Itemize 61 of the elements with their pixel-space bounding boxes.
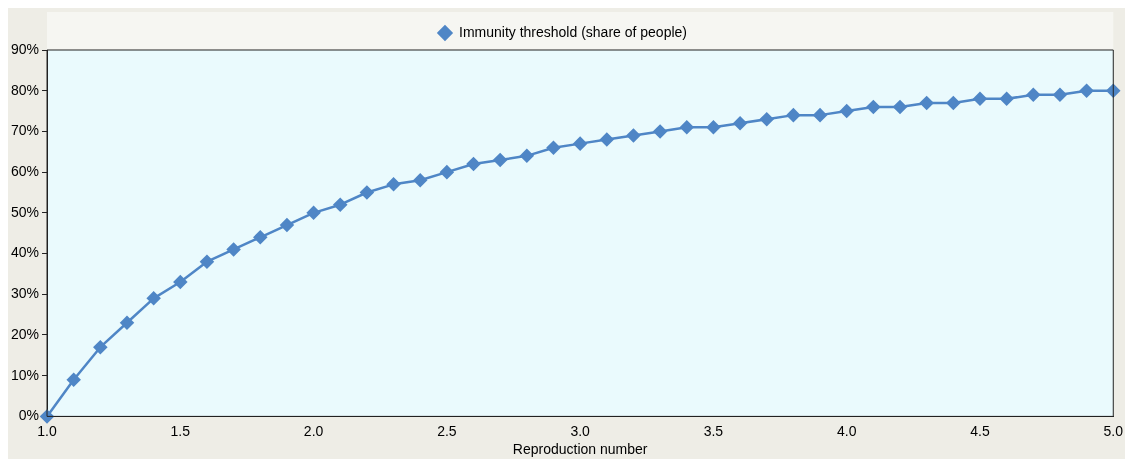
point bbox=[466, 157, 481, 171]
point bbox=[253, 230, 268, 245]
point bbox=[946, 96, 961, 110]
point bbox=[413, 173, 427, 188]
point bbox=[839, 104, 854, 118]
point bbox=[866, 100, 881, 114]
point bbox=[493, 153, 507, 167]
point bbox=[573, 136, 587, 151]
point bbox=[226, 242, 241, 257]
x-tick-label: 4.0 bbox=[836, 422, 857, 439]
point bbox=[813, 108, 827, 122]
point bbox=[1053, 88, 1067, 102]
x-tick-label: 1.5 bbox=[170, 422, 191, 439]
y-tick-label: 40% bbox=[10, 244, 40, 261]
point bbox=[360, 185, 374, 200]
point bbox=[173, 275, 188, 289]
point bbox=[919, 96, 934, 110]
point bbox=[1079, 83, 1094, 98]
point bbox=[1106, 83, 1121, 98]
point bbox=[93, 340, 108, 354]
point bbox=[333, 197, 347, 212]
y-tick-label: 60% bbox=[10, 162, 40, 179]
point bbox=[386, 177, 401, 192]
point bbox=[120, 316, 134, 330]
point bbox=[280, 218, 294, 232]
y-tick-label: 30% bbox=[10, 285, 40, 302]
x-tick-label: 5.0 bbox=[1103, 422, 1124, 439]
point bbox=[546, 140, 561, 155]
point bbox=[1026, 88, 1041, 102]
point bbox=[200, 254, 214, 269]
point bbox=[146, 291, 161, 306]
y-tick-label: 10% bbox=[10, 366, 40, 383]
x-tick-label: 2.0 bbox=[303, 422, 324, 439]
point bbox=[973, 92, 987, 106]
y-tick-label: 20% bbox=[10, 325, 40, 342]
y-tick-label: 50% bbox=[10, 203, 40, 220]
x-tick-label: 3.5 bbox=[703, 422, 724, 439]
point bbox=[893, 100, 907, 114]
point bbox=[680, 120, 694, 135]
y-tick-label: 70% bbox=[10, 122, 40, 139]
point bbox=[999, 92, 1014, 106]
point bbox=[653, 124, 667, 139]
legend-label: Immunity threshold (share of people) bbox=[459, 23, 687, 40]
y-tick-label: 90% bbox=[10, 40, 40, 57]
y-tick-label: 80% bbox=[10, 81, 40, 98]
y-tick-label: 0% bbox=[18, 407, 40, 424]
point bbox=[626, 128, 641, 143]
x-tick-label: 2.5 bbox=[437, 422, 457, 439]
x-tick-label: 3.0 bbox=[570, 422, 591, 439]
x-tick-label: 1.0 bbox=[37, 422, 57, 439]
point bbox=[733, 116, 747, 131]
point bbox=[520, 149, 534, 163]
x-axis-title: Reproduction number bbox=[512, 441, 648, 458]
point bbox=[600, 132, 614, 147]
point bbox=[306, 206, 321, 220]
x-tick-label: 4.5 bbox=[970, 422, 990, 439]
point bbox=[706, 120, 721, 135]
point bbox=[66, 373, 81, 387]
point bbox=[786, 108, 801, 122]
point bbox=[759, 112, 774, 126]
point bbox=[440, 165, 454, 179]
